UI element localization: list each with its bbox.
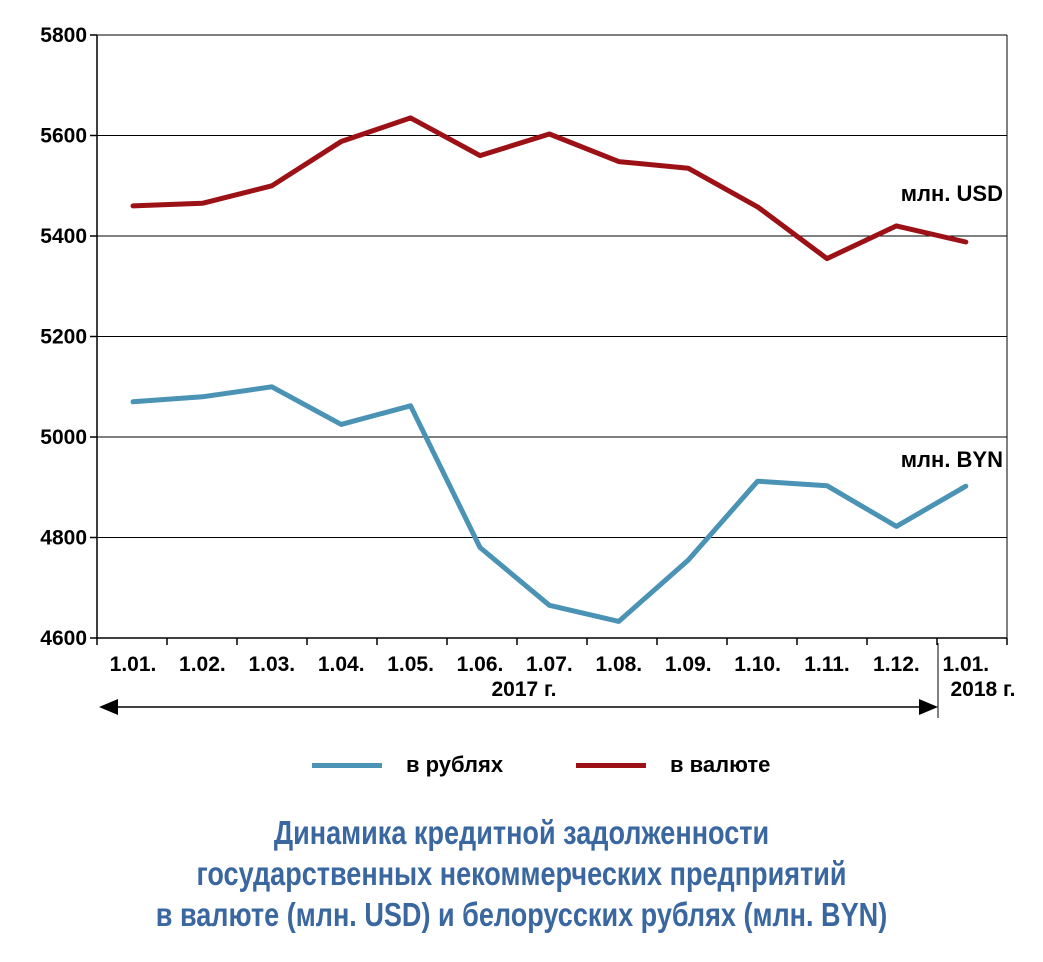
- x-tick-label: 1.07.: [526, 653, 573, 676]
- y-tick-label: 5200: [40, 326, 87, 349]
- series-line-rubles: [130, 384, 969, 624]
- x-tick-label: 1.01.: [110, 653, 157, 676]
- gridlines: [97, 34, 1007, 639]
- x-tick-label: 1.01.: [942, 653, 989, 676]
- y-tick-label: 5000: [40, 426, 87, 449]
- legend-item-rubles: в рублях: [312, 752, 503, 778]
- year-label: 2017 г.: [491, 678, 556, 701]
- period-arrow-right-head: [919, 699, 938, 715]
- legend-label-rubles: в рублях: [406, 752, 504, 777]
- year-label: 2018 г.: [950, 678, 1015, 701]
- y-tick-label: 5600: [40, 125, 87, 148]
- x-axis-ticks: 1.01. 1.02. 1.03. 1.04. 1.05. 1.06. 1.07. 1.08.…: [110, 653, 1016, 701]
- series-lines: [130, 115, 969, 624]
- chart-caption: Динамика кредитной задолженности государ…: [0, 812, 1043, 935]
- x-tick-label: 1.09.: [665, 653, 712, 676]
- x-tick-label: 1.03.: [248, 653, 295, 676]
- period-arrow: [99, 643, 939, 718]
- series-tag-usd: млн. USD: [901, 181, 1003, 206]
- x-tick-label: 1.04.: [318, 653, 365, 676]
- legend-item-currency: в валюте: [576, 752, 770, 778]
- y-tick-label: 5400: [40, 225, 87, 248]
- y-axis-ticks: 5800 5600 5400 5200 5000 4800 4600: [40, 24, 97, 650]
- y-tick-label: 5800: [40, 24, 87, 47]
- x-tick-label: 1.10.: [734, 653, 781, 676]
- legend-swatch-currency: [576, 762, 646, 768]
- x-tick-label: 1.06.: [457, 653, 504, 676]
- axes: [96, 35, 1008, 645]
- legend-swatch-rubles: [312, 762, 382, 768]
- series-tag-byn: млн. BYN: [901, 447, 1003, 472]
- legend: в рублях в валюте: [0, 752, 1043, 792]
- caption-line-1: Динамика кредитной задолженности: [273, 814, 770, 851]
- x-tick-label: 1.12.: [873, 653, 920, 676]
- series-tags: млн. BYN млн. USD: [901, 181, 1003, 472]
- legend-label-currency: в валюте: [670, 752, 771, 777]
- x-tick-label: 1.11.: [804, 653, 850, 676]
- period-arrow-left-head: [99, 699, 118, 715]
- x-tick-label: 1.02.: [179, 653, 226, 676]
- y-tick-label: 4600: [40, 627, 87, 650]
- x-tick-label: 1.08.: [595, 653, 642, 676]
- x-tick-label: 1.05.: [387, 653, 434, 676]
- caption-line-2: государственных некоммерческих предприят…: [196, 855, 847, 892]
- caption-line-3: в валюте (млн. USD) и белорусских рублях…: [155, 896, 888, 933]
- series-line-currency: [130, 115, 969, 262]
- y-tick-label: 4800: [40, 527, 87, 550]
